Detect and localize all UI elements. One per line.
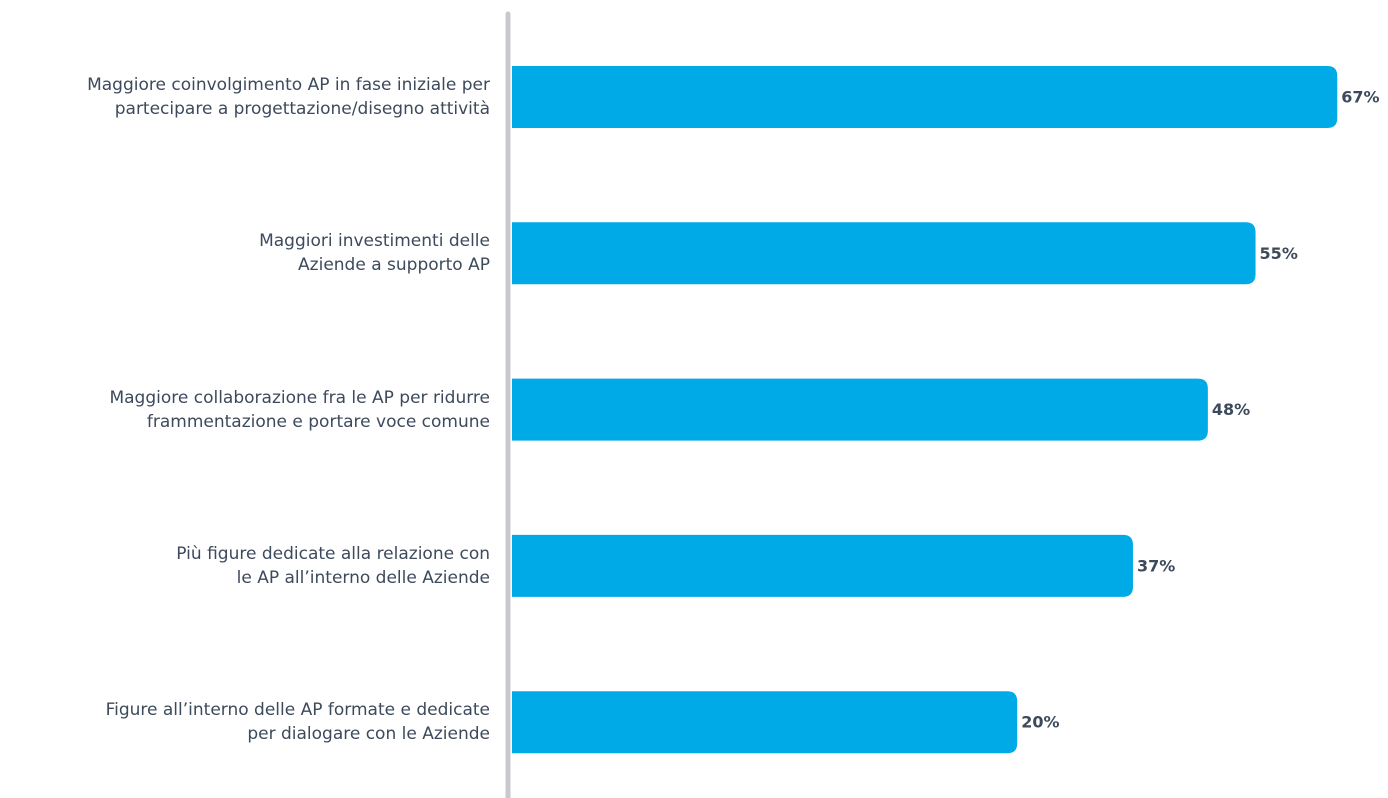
category-label: Più figure dedicate alla relazione con l…	[176, 543, 490, 588]
value-label: 48%	[1212, 400, 1250, 419]
bar	[512, 534, 1133, 597]
category-label: Maggiore coinvolgimento AP in fase inizi…	[87, 75, 490, 119]
bar	[512, 378, 1208, 441]
value-label: 67%	[1341, 88, 1379, 107]
value-label: 37%	[1137, 556, 1175, 575]
category-label: Maggiore collaborazione fra le AP per ri…	[109, 387, 490, 432]
bar	[512, 691, 1018, 754]
value-label: 55%	[1260, 244, 1298, 263]
value-label: 20%	[1021, 713, 1059, 732]
bar	[512, 222, 1256, 285]
bar	[512, 66, 1338, 128]
category-label: Maggiori investimenti delle Aziende a su…	[259, 231, 490, 276]
category-label: Figure all’interno delle AP formate e de…	[105, 700, 490, 745]
